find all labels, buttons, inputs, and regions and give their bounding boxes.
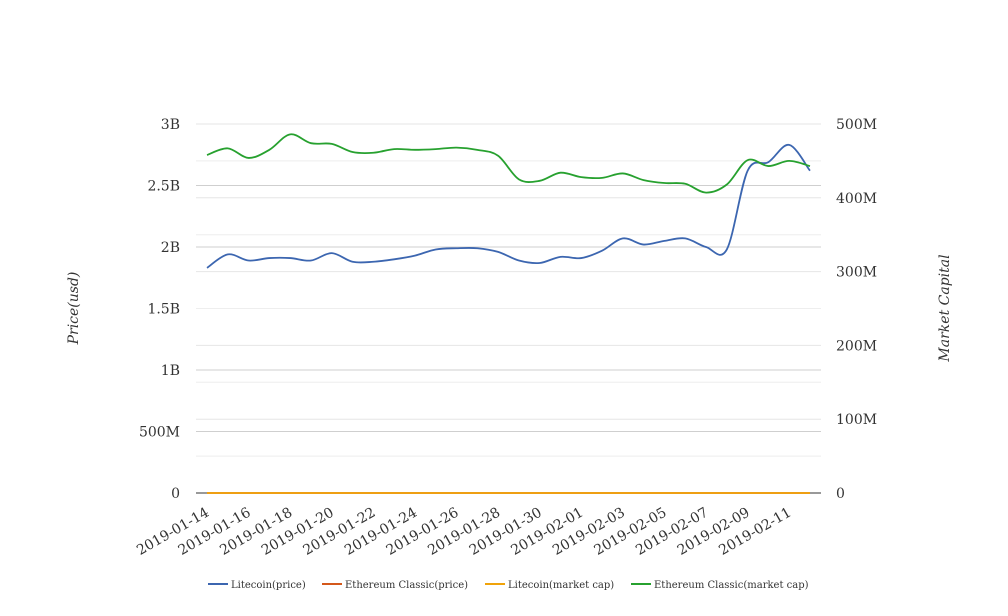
y-left-tick-label: 2B (161, 240, 180, 256)
y-left-tick-label: 3B (161, 117, 180, 133)
legend-label: Litecoin(price) (231, 580, 306, 591)
y-right-tick-label: 500M (836, 117, 877, 133)
y-left-tick-label: 1B (161, 363, 180, 379)
y-right-tick-label: 100M (836, 412, 877, 428)
series-line-ethereum-classic-market-cap (206, 133, 811, 194)
legend-label: Litecoin(market cap) (508, 580, 614, 591)
y-left-tick-label: 1.5B (147, 302, 180, 318)
y-axis-left-title: Price(usd) (66, 272, 82, 346)
legend-label: Ethereum Classic(market cap) (654, 580, 809, 591)
y-left-tick-label: 500M (139, 425, 180, 441)
y-left-tick-label: 2.5B (147, 179, 180, 195)
y-right-tick-label: 0 (836, 486, 845, 502)
legend: Litecoin(price) Ethereum Classic(price) Li… (208, 580, 809, 591)
gridlines (196, 123, 821, 457)
y-left-tick-label: 0 (171, 486, 180, 502)
y-axis-right-title: Market Capital (937, 254, 953, 362)
series-lines (206, 133, 811, 494)
y-right-tick-label: 300M (836, 265, 877, 281)
y-right-tick-label: 400M (836, 191, 877, 207)
y-right-tick-label: 200M (836, 338, 877, 354)
series-line-litecoin-price (206, 144, 811, 269)
legend-label: Ethereum Classic(price) (345, 580, 468, 591)
